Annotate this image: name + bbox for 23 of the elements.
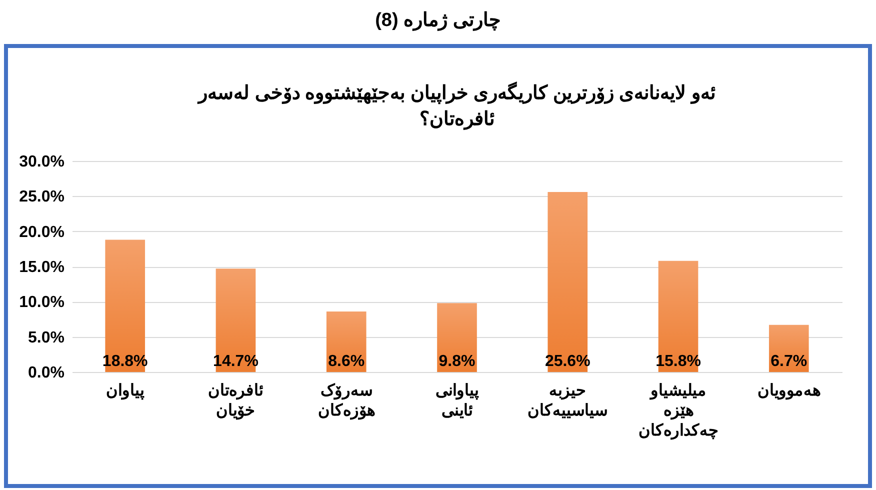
x-tick-label: پیاوان xyxy=(106,382,146,400)
bar xyxy=(548,192,588,372)
y-tick-label: 0.0% xyxy=(28,364,64,382)
chart-title: چارتی ژمارە (8) xyxy=(374,9,502,33)
data-label: 6.7% xyxy=(770,353,808,370)
bar xyxy=(105,240,146,372)
bar xyxy=(437,303,477,372)
y-tick-label: 15.0% xyxy=(19,259,64,276)
data-label: 8.6% xyxy=(328,353,365,370)
x-tick-label: پیاوانی ئاینی xyxy=(436,382,480,420)
x-tick-label: میلیشیاو هێزە چەکدارەکان xyxy=(638,382,718,440)
y-tick-label: 20.0% xyxy=(19,224,64,241)
x-tick-label: ئافرەتان خۆیان xyxy=(208,382,264,420)
y-tick-label: 5.0% xyxy=(28,329,64,346)
data-label: 9.8% xyxy=(438,353,476,370)
x-tick-label: سەرۆک هۆزەکان xyxy=(318,382,375,420)
chart-subtitle: ئەو لایەنانەی زۆرترین کاریگەری خراپیان بەجێهێشتووە دۆخی لەسەر ئافرەتان؟ xyxy=(196,81,716,130)
y-tick-label: 25.0% xyxy=(19,188,64,206)
y-tick-label: 10.0% xyxy=(19,294,64,312)
x-tick-label: هەموویان xyxy=(757,382,820,400)
y-tick-label: 30.0% xyxy=(19,154,64,170)
bar xyxy=(326,312,366,372)
x-tick-label: حیزبە سیاسییەکان xyxy=(528,382,608,420)
